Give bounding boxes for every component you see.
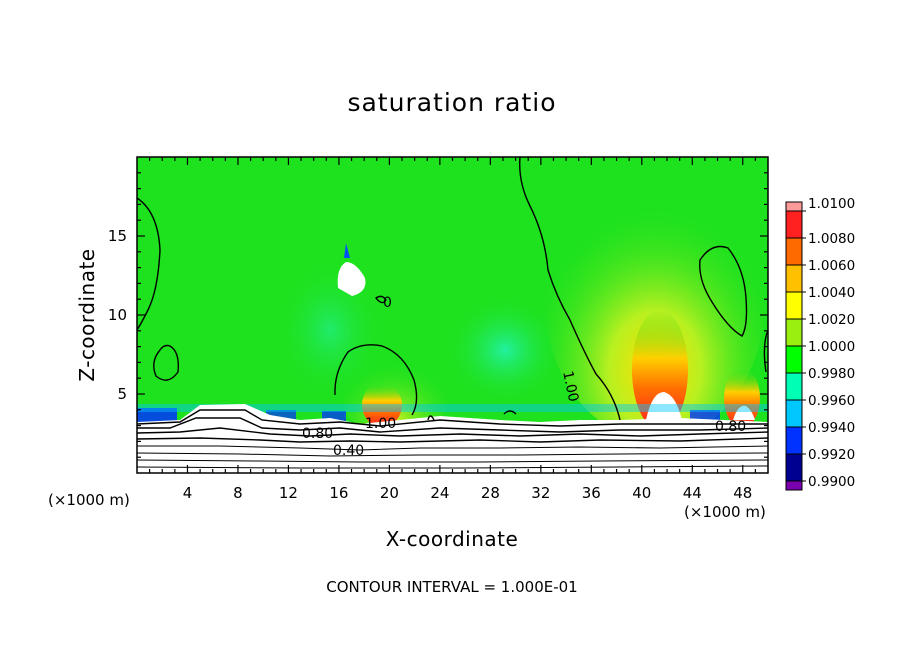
colorbar-swatch bbox=[786, 373, 802, 400]
x-axis-unit-left: (×1000 m) bbox=[48, 491, 130, 509]
colorbar-swatch bbox=[786, 238, 802, 265]
x-tick-label: 8 bbox=[233, 484, 243, 502]
boundary-layer-contours bbox=[137, 409, 768, 469]
colorbar: 1.0100 1.0080 1.0060 1.0040 1.0020 1.0000 0.99… bbox=[785, 196, 855, 491]
x-tick-label: 32 bbox=[531, 484, 550, 502]
colorbar-label: 1.0060 bbox=[808, 258, 855, 274]
colorbar-label: 1.0040 bbox=[808, 285, 855, 301]
contour-interval-note: CONTOUR INTERVAL = 1.000E-01 bbox=[326, 578, 578, 596]
hot-cell-3 bbox=[362, 383, 402, 427]
colorbar-label: 0.9960 bbox=[808, 393, 855, 409]
colorbar-label: 0.9900 bbox=[808, 474, 855, 490]
y-axis-ticks: 5 10 15 bbox=[108, 172, 768, 458]
contour-labels: 0 1.00 1.00 0.80 0.80 0.40 bbox=[302, 295, 746, 459]
dry-boundary-layer bbox=[137, 404, 768, 473]
colorbar-swatch bbox=[786, 202, 802, 211]
x-tick-label: 44 bbox=[683, 484, 702, 502]
saturation-contours bbox=[137, 157, 768, 421]
blue-band-1 bbox=[137, 408, 177, 422]
x-axis-unit-right: (×1000 m) bbox=[684, 503, 766, 521]
contour-label-3: 0.80 bbox=[302, 426, 333, 442]
colorbar-swatch bbox=[786, 211, 802, 238]
x-tick-label: 40 bbox=[632, 484, 651, 502]
x-tick-label: 36 bbox=[582, 484, 601, 502]
colorbar-label: 0.9980 bbox=[808, 366, 855, 382]
colorbar-swatch bbox=[786, 346, 802, 373]
hot-cell-core-1 bbox=[646, 392, 682, 420]
x-tick-label: 24 bbox=[430, 484, 449, 502]
x-tick-label: 20 bbox=[380, 484, 399, 502]
colorbar-label: 0.9940 bbox=[808, 420, 855, 436]
contour-label-4: 0.80 bbox=[715, 419, 746, 435]
colorbar-label: 1.0020 bbox=[808, 312, 855, 328]
x-tick-label: 4 bbox=[183, 484, 193, 502]
hot-cell-core-2 bbox=[733, 405, 755, 420]
y-tick-label: 15 bbox=[108, 227, 127, 245]
colorbar-swatch bbox=[786, 481, 802, 490]
chart-title: saturation ratio bbox=[347, 88, 557, 117]
contour-label-5: 0.40 bbox=[333, 443, 364, 459]
colorbar-swatch bbox=[786, 265, 802, 292]
x-axis-label: X-coordinate bbox=[385, 527, 519, 551]
x-tick-label: 28 bbox=[481, 484, 500, 502]
x-tick-label: 12 bbox=[279, 484, 298, 502]
colorbar-swatch bbox=[786, 319, 802, 346]
colorbar-swatch bbox=[786, 292, 802, 319]
contour-label-0: 0 bbox=[383, 295, 392, 311]
cyan-band bbox=[137, 404, 768, 412]
y-tick-label: 5 bbox=[117, 385, 127, 403]
contour-label-1: 1.00 bbox=[559, 370, 581, 404]
colorbar-swatch bbox=[786, 454, 802, 481]
colorbar-swatch bbox=[786, 427, 802, 454]
x-tick-label: 48 bbox=[733, 484, 752, 502]
saturation-field bbox=[137, 157, 768, 473]
colorbar-swatch bbox=[786, 400, 802, 427]
y-tick-label: 10 bbox=[108, 306, 127, 324]
upper-plume-right bbox=[545, 160, 765, 440]
x-tick-label: 16 bbox=[329, 484, 348, 502]
colorbar-label: 1.0100 bbox=[808, 196, 855, 212]
colorbar-label: 1.0080 bbox=[808, 231, 855, 247]
colorbar-label: 1.0000 bbox=[808, 339, 855, 355]
dry-patch-edge bbox=[344, 243, 350, 258]
contour-label-2: 1.00 bbox=[365, 416, 396, 432]
subsaturated-patch-2 bbox=[275, 260, 385, 400]
subsaturated-patch bbox=[445, 295, 565, 405]
x-axis-ticks: 4 8 12 16 20 24 28 32 36 40 44 48 bbox=[149, 157, 756, 502]
colorbar-label: 0.9920 bbox=[808, 447, 855, 463]
dry-patch-aloft bbox=[337, 262, 366, 296]
